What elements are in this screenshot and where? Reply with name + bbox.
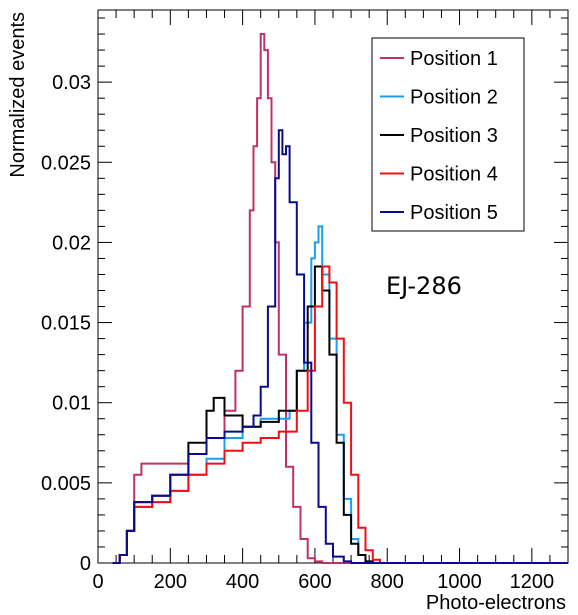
legend-label: Position 2: [410, 87, 498, 109]
y-tick-label: 0.005: [41, 473, 91, 495]
legend-label: Position 5: [410, 202, 498, 224]
x-tick-label: 200: [154, 571, 187, 593]
series-line-1: [112, 33, 568, 564]
x-axis-title: Photo-electrons: [426, 592, 566, 614]
y-tick-label: 0.02: [52, 232, 91, 254]
y-tick-label: 0.025: [41, 152, 91, 174]
y-tick-label: 0.015: [41, 313, 91, 335]
x-tick-label: 600: [298, 571, 331, 593]
y-tick-label: 0.03: [52, 72, 91, 94]
y-axis-title: Normalized events: [7, 12, 29, 178]
series-group: [112, 33, 568, 564]
annotation-label: EJ-286: [386, 272, 462, 300]
y-tick-label: 0.01: [52, 393, 91, 415]
legend: Position 1 Position 2 Position 3 Position 4…: [371, 37, 525, 232]
legend-label: Position 1: [410, 48, 498, 70]
series-line-5: [112, 129, 568, 564]
series-line-2: [112, 225, 568, 564]
x-tick-label: 800: [371, 571, 404, 593]
x-tick-label: 400: [226, 571, 259, 593]
axis-ticks: [97, 10, 569, 564]
x-tick-labels: 0 200 400 600 800 1000 1200: [92, 571, 554, 593]
y-tick-labels: 0 0.005 0.01 0.015 0.02 0.025 0.03: [41, 72, 91, 575]
series-line-3: [112, 265, 568, 564]
legend-label: Position 3: [410, 125, 498, 147]
y-tick-label: 0: [80, 553, 91, 575]
x-tick-label: 1200: [510, 571, 555, 593]
legend-label: Position 4: [410, 164, 498, 186]
series-line-4: [112, 265, 568, 564]
x-tick-label: 1000: [437, 571, 482, 593]
x-tick-label: 0: [92, 571, 103, 593]
